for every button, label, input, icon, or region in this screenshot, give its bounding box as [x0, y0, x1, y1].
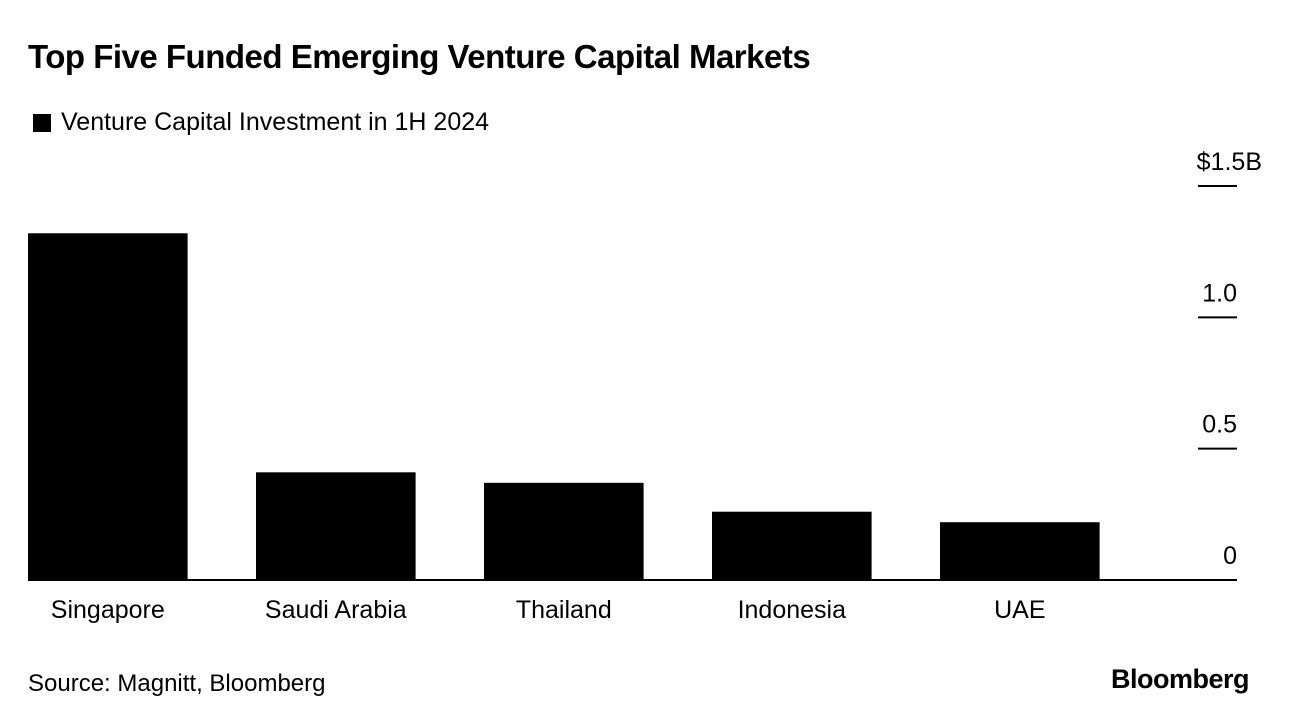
x-tick-label: UAE: [994, 596, 1045, 624]
y-tick-label: $1.5B: [1197, 148, 1262, 176]
x-tick-label: Saudi Arabia: [265, 596, 407, 624]
bar-uae: [940, 522, 1100, 580]
bar-singapore: [28, 233, 188, 580]
y-tick-label: 1.0: [1202, 279, 1237, 307]
legend-swatch: [33, 113, 51, 132]
source-note: Source: Magnitt, Bloomberg: [28, 670, 326, 697]
legend: Venture Capital Investment in 1H 2024: [33, 108, 489, 137]
chart-title: Top Five Funded Emerging Venture Capital…: [28, 38, 811, 75]
x-tick-label: Thailand: [516, 596, 612, 624]
x-tick-label: Indonesia: [738, 596, 847, 624]
bar-indonesia: [712, 511, 872, 580]
y-tick-label: 0: [1223, 542, 1237, 570]
bar-saudi-arabia: [256, 472, 416, 580]
x-tick-label: Singapore: [51, 596, 165, 624]
y-tick-label: 0.5: [1202, 411, 1237, 439]
legend-label: Venture Capital Investment in 1H 2024: [61, 108, 490, 136]
bloomberg-logo: Bloomberg: [1111, 664, 1250, 694]
bar-thailand: [484, 482, 644, 580]
